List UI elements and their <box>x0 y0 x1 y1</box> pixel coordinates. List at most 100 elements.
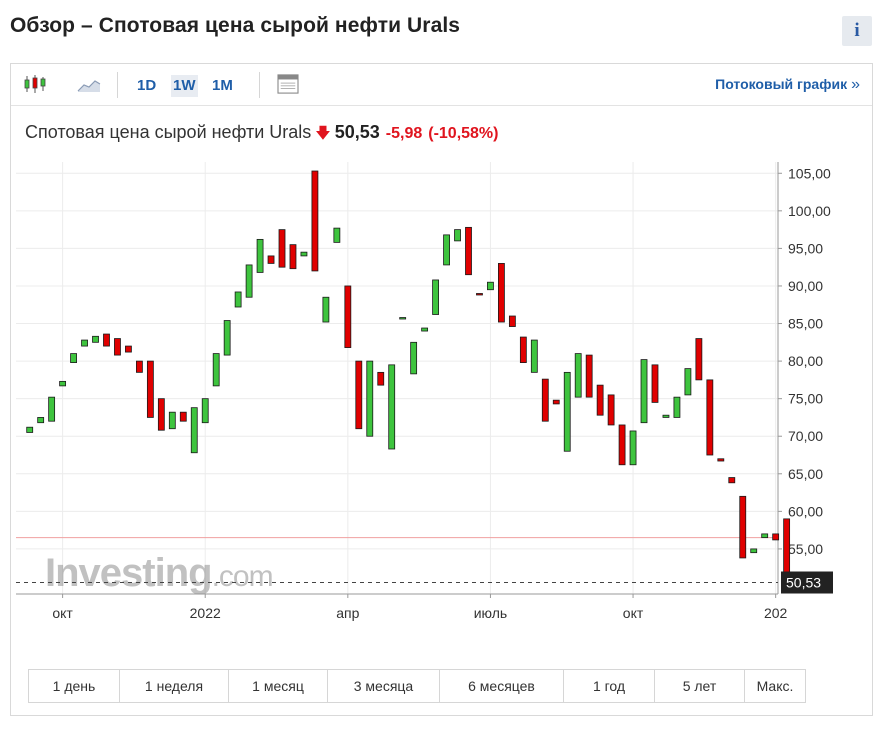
candle[interactable] <box>190 407 198 454</box>
candle[interactable] <box>750 548 758 554</box>
candle[interactable] <box>662 414 670 418</box>
candle[interactable] <box>212 353 220 387</box>
candle[interactable] <box>410 341 418 375</box>
candle[interactable] <box>530 339 538 373</box>
candle[interactable] <box>541 378 549 422</box>
candlestick-chart[interactable]: 55,00 60,00 65,00 70,00 75,00 80,00 85,00 90,00… <box>11 64 872 624</box>
candle[interactable] <box>574 353 582 398</box>
candle[interactable] <box>563 371 571 452</box>
candle[interactable] <box>300 251 308 257</box>
quote-heading: Спотовая цена сырой нефти Urals 🡇 50,53 -5,… <box>25 122 498 148</box>
candle[interactable] <box>81 339 88 347</box>
candle[interactable] <box>114 338 121 356</box>
candle[interactable] <box>421 327 429 332</box>
candle[interactable] <box>508 315 516 327</box>
candle[interactable] <box>519 336 527 363</box>
candle[interactable] <box>728 477 736 484</box>
candle[interactable] <box>103 333 110 347</box>
candle[interactable] <box>399 317 407 320</box>
last-price-label-bg <box>781 571 833 594</box>
candle[interactable] <box>125 345 132 353</box>
timeframe-1m[interactable]: 1M <box>212 77 233 94</box>
candle[interactable] <box>739 495 747 559</box>
candle[interactable] <box>388 364 396 450</box>
candle[interactable] <box>684 368 692 396</box>
candle[interactable] <box>289 244 297 270</box>
candle[interactable] <box>70 353 77 363</box>
candle[interactable] <box>168 411 176 430</box>
y-tick-label: 80,00 <box>788 353 823 369</box>
price-change-percent: (-10,58%) <box>428 125 499 142</box>
candle[interactable] <box>26 426 34 433</box>
candle[interactable] <box>443 234 450 266</box>
candle[interactable] <box>157 398 165 431</box>
candle[interactable] <box>92 335 99 343</box>
candle[interactable] <box>673 396 681 418</box>
range-button[interactable]: 3 месяца <box>328 670 440 702</box>
candle[interactable] <box>640 359 648 424</box>
candle[interactable] <box>136 360 143 373</box>
candle[interactable] <box>278 229 286 268</box>
candle[interactable] <box>706 379 714 456</box>
y-tick-label: 75,00 <box>788 391 823 407</box>
candle[interactable] <box>552 399 560 405</box>
range-button[interactable]: 5 лет <box>655 670 745 702</box>
candle[interactable] <box>333 227 341 243</box>
candle[interactable] <box>344 285 352 348</box>
candle[interactable] <box>201 398 209 424</box>
range-button[interactable]: 1 год <box>564 670 655 702</box>
candle[interactable] <box>618 424 626 466</box>
candle[interactable] <box>629 430 637 466</box>
candle[interactable] <box>223 320 231 356</box>
candle[interactable] <box>355 360 363 430</box>
candle[interactable] <box>59 380 67 387</box>
candle[interactable] <box>761 533 769 539</box>
y-tick-label: 60,00 <box>788 503 823 519</box>
page-title: Обзор – Спотовая цена сырой нефти Urals <box>10 14 461 37</box>
candle[interactable] <box>498 263 505 323</box>
candle[interactable] <box>322 296 330 323</box>
candle[interactable] <box>596 384 604 416</box>
y-tick-label: 105,00 <box>788 165 831 181</box>
y-tick-label: 95,00 <box>788 240 823 256</box>
range-button[interactable]: 6 месяцев <box>440 670 564 702</box>
candle[interactable] <box>48 396 56 422</box>
candle[interactable] <box>454 229 461 242</box>
candle[interactable] <box>487 281 494 291</box>
investing-watermark: Investing.com <box>45 551 273 595</box>
area-chart-icon[interactable] <box>77 74 101 94</box>
timeframe-1d[interactable]: 1D <box>137 77 157 94</box>
instrument-name: Спотовая цена сырой нефти Urals <box>25 122 312 142</box>
candle[interactable] <box>377 371 385 386</box>
layout-icon[interactable] <box>276 74 300 94</box>
candle[interactable] <box>366 360 374 437</box>
candle[interactable] <box>267 255 275 264</box>
candle[interactable] <box>146 360 154 418</box>
candle[interactable] <box>695 338 703 381</box>
candle[interactable] <box>651 364 659 403</box>
range-button[interactable]: 1 день <box>29 670 120 702</box>
y-tick-label: 70,00 <box>788 428 823 444</box>
candle[interactable] <box>607 394 615 426</box>
candlestick-icon[interactable] <box>23 74 47 94</box>
range-button[interactable]: 1 месяц <box>229 670 328 702</box>
candle[interactable] <box>37 417 45 424</box>
range-button[interactable]: 1 неделя <box>120 670 229 702</box>
candle[interactable] <box>772 533 780 541</box>
range-button[interactable]: Макс. <box>756 678 794 694</box>
candle[interactable] <box>245 264 253 298</box>
candle[interactable] <box>476 293 483 296</box>
candle[interactable] <box>311 170 319 272</box>
candle[interactable] <box>465 226 472 276</box>
streaming-chart-link[interactable]: Потоковый график» <box>715 76 860 94</box>
candle[interactable] <box>585 354 593 398</box>
candle[interactable] <box>432 279 439 315</box>
candle[interactable] <box>234 291 242 308</box>
candle[interactable] <box>717 458 725 462</box>
y-tick-label: 65,00 <box>788 466 823 482</box>
candle[interactable] <box>179 411 187 422</box>
timeframe-1w[interactable]: 1W <box>171 75 198 97</box>
candle[interactable] <box>256 238 264 273</box>
info-icon[interactable]: i <box>842 16 872 46</box>
price-change: -5,98 <box>385 125 423 142</box>
